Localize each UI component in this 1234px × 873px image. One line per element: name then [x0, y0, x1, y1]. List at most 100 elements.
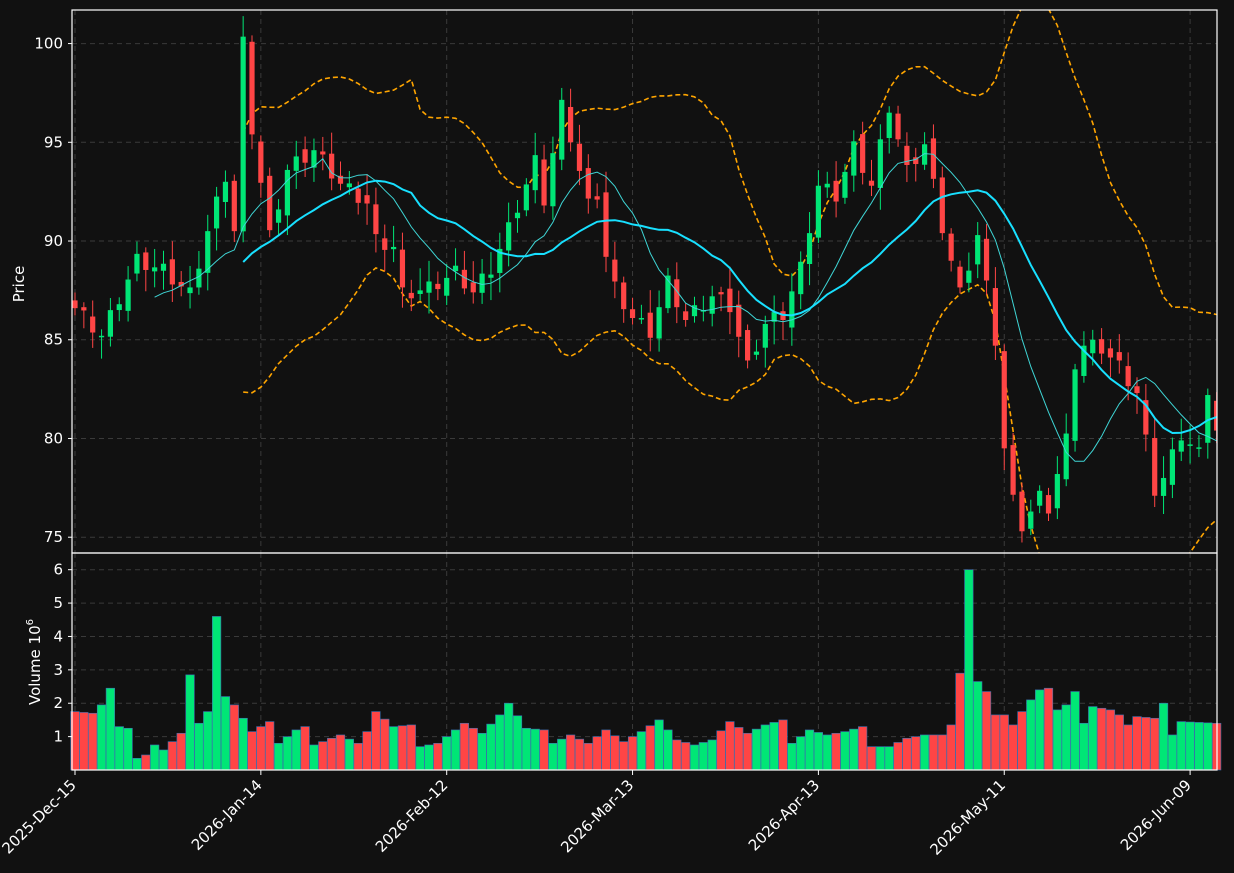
candle-body — [975, 235, 981, 265]
candle-body — [753, 351, 760, 355]
candle-body — [1107, 348, 1114, 358]
volume-bar — [459, 722, 470, 771]
candle-body — [488, 274, 494, 278]
volume-bar — [742, 732, 753, 771]
volume-bar — [1079, 722, 1089, 771]
volume-bar — [273, 742, 284, 771]
candle-body — [806, 233, 813, 265]
candle-body — [745, 330, 751, 361]
candle-body — [391, 246, 397, 250]
volume-bar — [619, 741, 629, 771]
volume-bar — [592, 736, 602, 771]
price-y-ticks: 75 80 85 90 95 100 — [34, 35, 72, 546]
candle-body — [107, 310, 113, 337]
candle-body — [886, 112, 892, 138]
candle-body — [1205, 395, 1211, 443]
volume-tick-label: 1 — [53, 728, 63, 746]
candle-body — [1160, 477, 1167, 496]
candle-body — [789, 291, 795, 328]
volume-bar — [1061, 704, 1071, 771]
candle-body — [559, 99, 565, 160]
volume-bar — [884, 746, 894, 771]
candle-body — [904, 145, 910, 166]
volume-bar — [1176, 721, 1186, 771]
volume-bar — [601, 729, 611, 771]
volume-tick-label: 4 — [53, 627, 63, 645]
volume-bar — [769, 722, 779, 771]
candle-body — [550, 153, 556, 207]
price-tick-label: 75 — [44, 528, 63, 546]
volume-bar — [548, 742, 558, 771]
volume-bar — [804, 729, 815, 771]
candle-body — [1081, 345, 1087, 376]
volume-bar — [681, 742, 691, 771]
volume-bar — [335, 734, 346, 771]
candle-body — [1116, 352, 1122, 361]
volume-bar — [1088, 706, 1098, 771]
volume-bar — [123, 727, 133, 771]
volume-bar — [388, 726, 399, 771]
candle-body — [284, 169, 290, 216]
candle-body — [842, 171, 848, 198]
candle-body — [231, 180, 237, 232]
volume-bar — [1035, 689, 1045, 771]
bollinger-upper-line — [242, 10, 1217, 316]
volume-bar — [486, 723, 496, 771]
candle-body — [1143, 400, 1149, 435]
candle-body — [160, 263, 167, 271]
volume-bar — [185, 674, 195, 771]
volume-bar — [990, 714, 1000, 771]
candle-body — [452, 265, 459, 272]
candle-body — [470, 282, 476, 293]
candle-body — [948, 233, 954, 261]
price-tick-label: 85 — [44, 331, 63, 349]
moving-averages — [154, 153, 1217, 462]
volume-bar — [212, 616, 222, 771]
candle-body — [1045, 495, 1052, 514]
volume-bar — [256, 726, 266, 771]
volume-bar — [813, 732, 823, 771]
volume-bar — [141, 754, 151, 771]
candle-body — [143, 252, 149, 270]
candle-body — [1214, 400, 1217, 431]
ma-short-line — [154, 153, 1217, 462]
volume-bar — [610, 735, 620, 771]
candle-body — [709, 296, 715, 314]
volume-bar — [88, 712, 98, 771]
candle-body — [603, 192, 609, 257]
price-tick-label: 90 — [44, 232, 63, 250]
candle-body — [1019, 491, 1025, 532]
candle-body — [1152, 438, 1158, 496]
volume-bar — [468, 727, 478, 771]
candle-body — [205, 231, 211, 273]
candle-body — [665, 275, 671, 309]
volume-bar — [654, 719, 664, 771]
volume-bar — [504, 702, 514, 771]
volume-y-ticks: 1 2 3 4 5 6 — [53, 561, 72, 746]
candle-body — [497, 248, 503, 273]
volume-bar — [1097, 707, 1107, 771]
volume-bar — [238, 717, 248, 771]
volume-bar — [1150, 717, 1160, 771]
volume-bar — [565, 734, 576, 771]
candle-body — [541, 159, 547, 206]
volume-bar — [937, 734, 947, 771]
candle-body — [983, 238, 990, 281]
volume-bar — [247, 731, 257, 771]
volume-bar — [318, 741, 328, 771]
price-tick-label: 80 — [44, 429, 63, 447]
volume-bar — [919, 734, 930, 771]
volume-bar — [583, 742, 593, 771]
candle-body — [1099, 339, 1105, 354]
candle-body — [506, 222, 512, 251]
volume-bar — [955, 672, 965, 771]
volume-bar — [1008, 724, 1018, 771]
candle-body — [346, 183, 352, 188]
volume-bar — [1203, 722, 1213, 771]
candle-body — [1072, 369, 1078, 441]
candle-body — [762, 323, 768, 348]
volume-bar — [291, 729, 301, 771]
volume-bar — [840, 731, 850, 771]
candle-body — [320, 151, 326, 155]
